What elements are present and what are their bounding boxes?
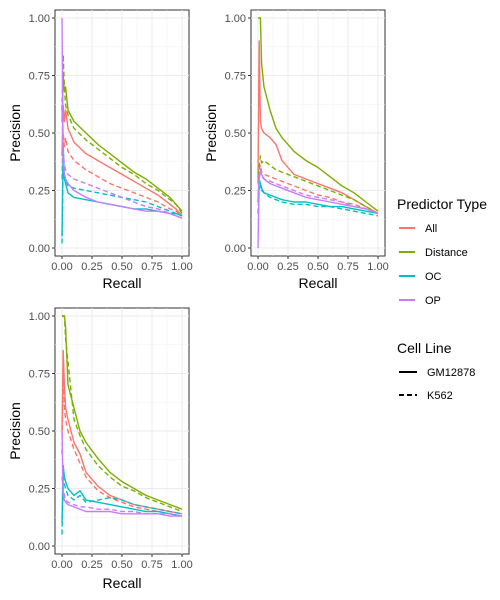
y-tick-label: 0.50: [29, 128, 50, 140]
y-tick-label: 0.75: [29, 71, 50, 83]
x-tick-label: 0.75: [141, 261, 162, 273]
y-tick-label: 0.75: [225, 71, 246, 83]
y-tick-label: 0.50: [29, 426, 50, 438]
y-tick-label: 0.25: [29, 484, 50, 496]
legend-label-gm12878: GM12878: [427, 367, 475, 379]
x-tick-label: 0.00: [247, 261, 268, 273]
y-tick-label: 0.25: [225, 186, 246, 198]
panel-2-xlabel: Recall: [299, 275, 338, 291]
x-tick-label: 1.00: [367, 261, 388, 273]
panel-1-xlabel: Recall: [103, 275, 142, 291]
x-tick-label: 0.25: [81, 559, 102, 571]
panel-3-xlabel: Recall: [103, 575, 142, 591]
panel-3-ylabel: Precision: [7, 402, 23, 460]
x-tick-label: 1.00: [171, 559, 192, 571]
panel-1-grid: [55, 10, 189, 256]
y-tick-label: 0.00: [225, 243, 246, 255]
y-tick-label: 1.00: [29, 311, 50, 323]
x-tick-label: 0.50: [111, 559, 132, 571]
x-tick-label: 0.75: [337, 261, 358, 273]
y-tick-label: 0.00: [29, 541, 50, 553]
x-tick-label: 0.25: [277, 261, 298, 273]
x-tick-label: 0.25: [81, 261, 102, 273]
legend-label-distance: Distance: [425, 247, 468, 259]
legend-label-oc: OC: [425, 271, 442, 283]
panel-3-grid: [55, 308, 189, 554]
y-tick-label: 1.00: [29, 13, 50, 25]
y-tick-label: 0.00: [29, 243, 50, 255]
legend-label-k562: K562: [427, 390, 453, 402]
legend-label-all: All: [425, 223, 437, 235]
panel-1-ylabel: Precision: [7, 104, 23, 162]
panel-2-grid: [251, 10, 385, 256]
y-tick-label: 1.00: [225, 13, 246, 25]
x-tick-label: 1.00: [171, 261, 192, 273]
legend-label-op: OP: [425, 295, 441, 307]
panel-2-ylabel: Precision: [203, 104, 219, 162]
x-tick-label: 0.50: [307, 261, 328, 273]
legend-predictor-title: Predictor Type: [397, 196, 487, 212]
y-tick-label: 0.75: [29, 369, 50, 381]
x-tick-label: 0.50: [111, 261, 132, 273]
x-tick-label: 0.75: [141, 559, 162, 571]
legend-cell-line-title: Cell Line: [397, 340, 452, 356]
x-tick-label: 0.00: [51, 559, 72, 571]
x-tick-label: 0.00: [51, 261, 72, 273]
y-tick-label: 0.50: [225, 128, 246, 140]
y-tick-label: 0.25: [29, 186, 50, 198]
